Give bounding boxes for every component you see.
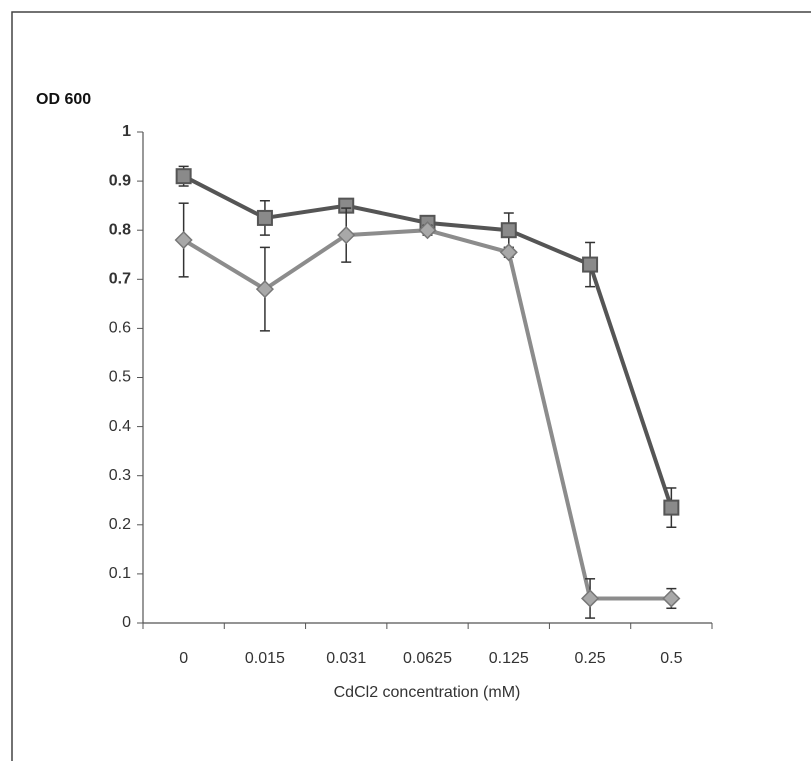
marker (175, 168, 192, 185)
y-tick-label: 0 (122, 614, 131, 631)
x-tick-label: 0.5 (660, 650, 682, 667)
y-tick-label: 0.3 (109, 467, 131, 484)
y-tick-label: 0.7 (109, 271, 131, 288)
marker (337, 226, 356, 245)
x-tick-label: 0.031 (326, 650, 366, 667)
marker (582, 256, 599, 273)
marker (581, 589, 600, 608)
y-tick-label: 0.6 (109, 320, 131, 337)
marker (256, 209, 273, 226)
y-tick-label: 0.2 (109, 516, 131, 533)
x-tick-label: 0.125 (489, 650, 529, 667)
x-tick-label: 0 (179, 650, 188, 667)
y-tick-label: 0.1 (109, 565, 131, 582)
y-tick-label: 0.4 (109, 418, 131, 435)
marker (663, 499, 680, 516)
x-tick-label: 0.0625 (403, 650, 452, 667)
marker (174, 230, 193, 250)
y-tick-label: 1 (122, 123, 131, 140)
marker (255, 280, 274, 299)
x-tick-label: 0.015 (245, 650, 285, 667)
y-tick-label: 0.9 (109, 172, 131, 189)
x-tick-label: 0.25 (575, 650, 606, 667)
marker (662, 589, 681, 608)
y-tick-label: 0.8 (109, 221, 131, 238)
frame (11, 11, 811, 761)
y-axis-label: OD 600 (36, 91, 91, 108)
y-tick-label: 0.5 (109, 369, 131, 386)
marker (418, 221, 437, 240)
marker (499, 243, 518, 262)
marker (500, 222, 517, 239)
x-axis-label: CdCl2 concentration (mM) (334, 684, 521, 701)
